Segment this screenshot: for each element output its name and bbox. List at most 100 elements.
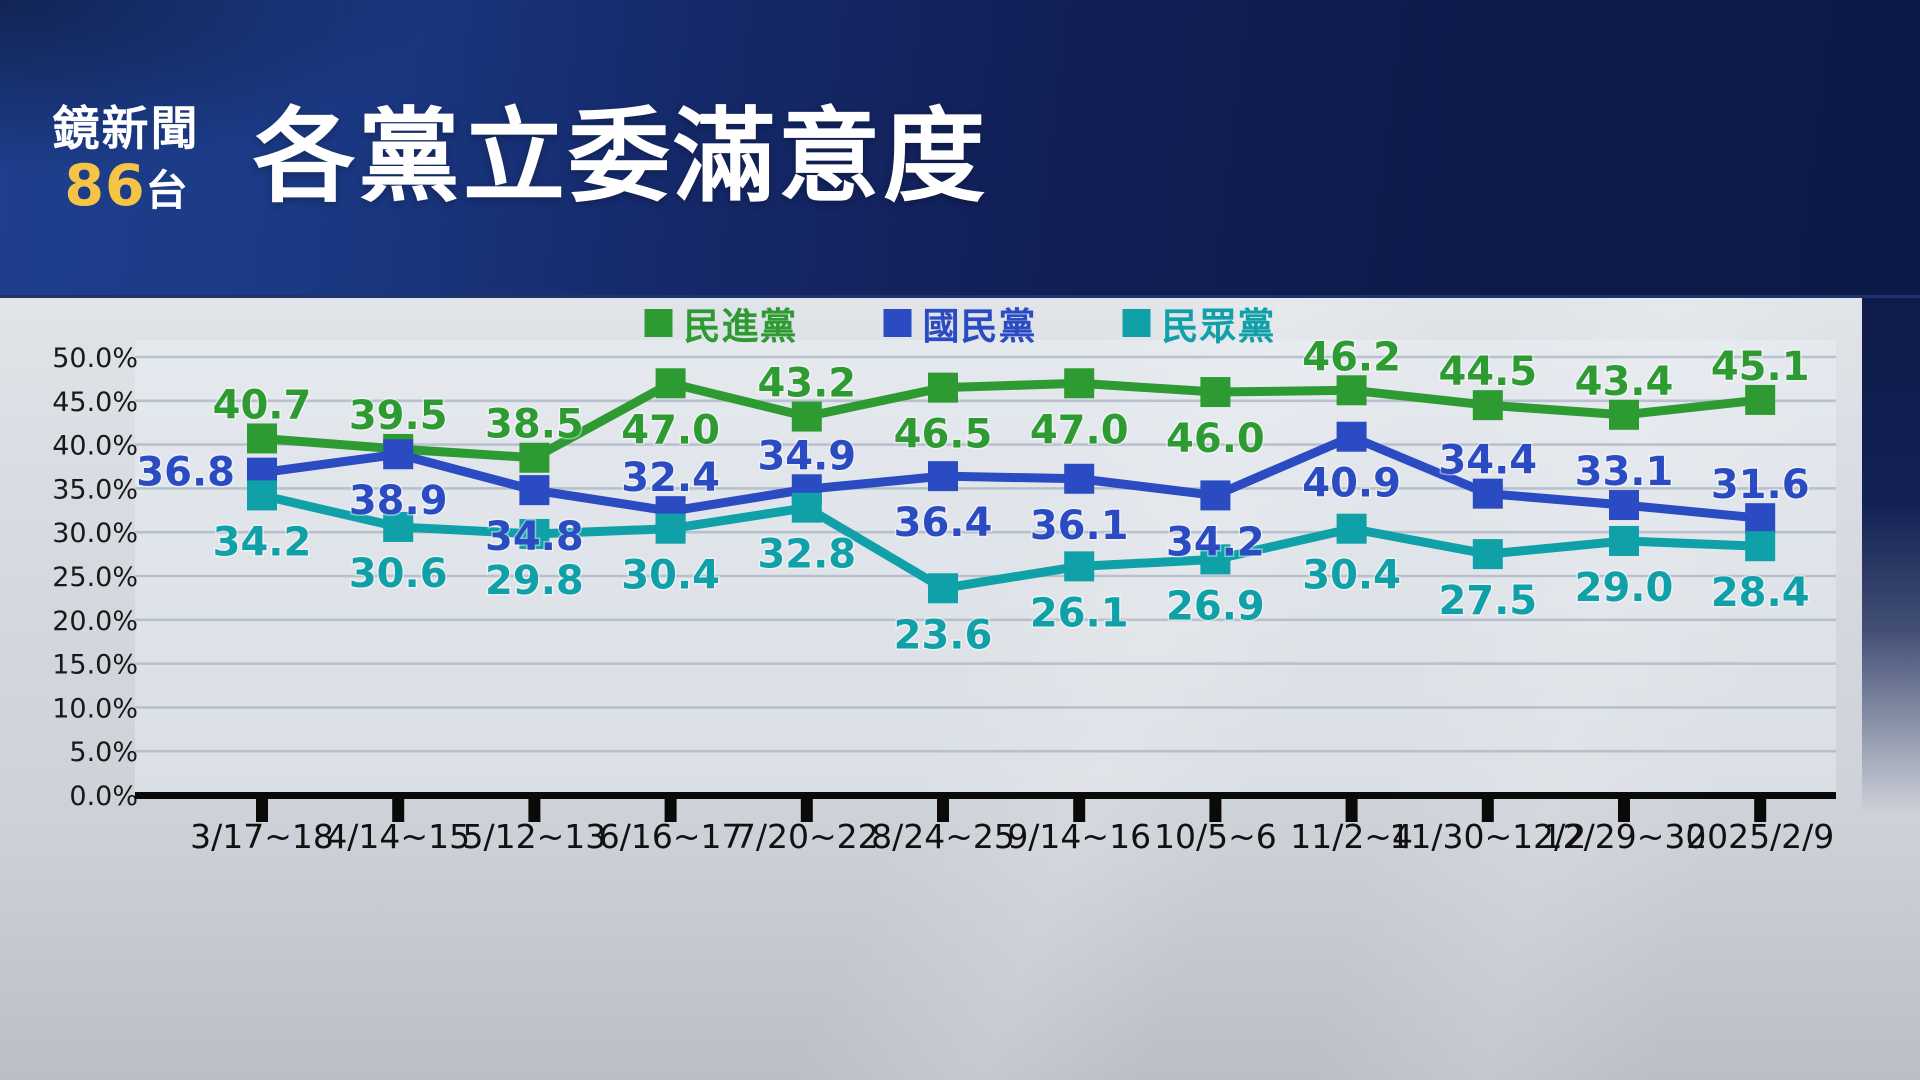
header-banner: 鏡新聞 86 台 各黨立委滿意度: [0, 0, 1920, 298]
right-navy-band: [1862, 293, 1920, 813]
value-label: 29.0: [1575, 565, 1674, 611]
x-axis-label: 9/14~16: [1007, 817, 1151, 856]
series-line-2: [261, 431, 1761, 523]
x-axis-tick: [1209, 798, 1222, 822]
legend-swatch: [883, 309, 912, 337]
data-point: [383, 511, 414, 542]
data-point: [1336, 513, 1367, 544]
value-label: 30.6: [349, 551, 448, 597]
x-axis-line: [135, 792, 1836, 799]
value-label: 36.1: [1030, 503, 1129, 549]
value-label: 39.5: [349, 393, 448, 439]
y-axis-label: 5.0%: [69, 737, 138, 768]
plot-area-background: [135, 340, 1836, 796]
data-point: [383, 439, 414, 470]
legend-label: 民進黨: [683, 305, 798, 348]
value-label: 47.0: [621, 407, 720, 453]
value-label: 23.6: [894, 612, 993, 658]
value-label: 32.8: [757, 532, 856, 578]
x-axis-label: 10/5~6: [1154, 817, 1277, 856]
series-line-1: [261, 378, 1761, 463]
y-axis-label: 40.0%: [52, 431, 138, 462]
page-title: 各黨立委滿意度: [253, 97, 988, 217]
channel-number: 86: [64, 152, 146, 219]
x-axis-label: 6/16~17: [599, 817, 743, 856]
x-axis-tick: [256, 798, 268, 822]
channel-logo: 鏡新聞 86 台: [46, 104, 206, 215]
x-axis-label: 2025/2/9: [1686, 817, 1834, 856]
value-label: 46.5: [894, 412, 993, 458]
y-axis-label: 30.0%: [52, 518, 138, 549]
value-label: 43.4: [1575, 359, 1674, 405]
value-label: 34.9: [757, 433, 856, 479]
data-point: [1609, 525, 1639, 556]
logo-text: 鏡新聞: [52, 102, 200, 157]
value-label: 43.2: [757, 361, 856, 407]
data-point: [928, 372, 958, 403]
data-point: [519, 442, 550, 473]
value-label: 32.4: [621, 455, 720, 501]
data-point: [247, 480, 277, 511]
value-label: 31.6: [1711, 462, 1810, 508]
value-label: 34.2: [213, 519, 312, 565]
data-point: [1745, 503, 1776, 534]
y-axis-label: 0.0%: [69, 781, 138, 812]
data-point: [1745, 384, 1776, 415]
data-point: [1472, 478, 1503, 509]
y-axis-label: 45.0%: [52, 387, 138, 418]
data-point: [1064, 551, 1095, 582]
data-point: [928, 573, 958, 604]
legend-item-2: 國民黨: [883, 296, 1037, 350]
x-axis-label: 11/30~12/2: [1389, 817, 1586, 856]
data-point: [1064, 368, 1095, 399]
value-label: 36.8: [136, 450, 235, 496]
data-point: [791, 492, 822, 523]
y-axis-label: 50.0%: [52, 343, 138, 374]
value-label: 34.4: [1438, 438, 1537, 484]
value-label: 30.4: [621, 553, 720, 599]
value-label: 28.4: [1711, 570, 1810, 616]
x-axis-label: 11/2~4: [1290, 817, 1413, 856]
data-point: [655, 368, 686, 399]
data-point: [1200, 480, 1231, 511]
channel-suffix: 台: [145, 165, 188, 215]
value-label: 38.5: [485, 402, 584, 448]
value-label: 44.5: [1438, 349, 1537, 395]
x-axis-tick: [1618, 798, 1630, 822]
x-axis-tick: [937, 798, 949, 822]
value-label: 47.0: [1030, 407, 1129, 453]
legend-swatch: [1122, 309, 1151, 337]
value-label: 26.1: [1030, 590, 1129, 636]
value-label: 30.4: [1302, 553, 1401, 599]
value-label: 40.9: [1302, 461, 1401, 507]
x-axis-label: 8/24~25: [871, 817, 1015, 856]
value-label: 38.9: [349, 478, 448, 524]
y-axis-label: 20.0%: [52, 606, 138, 637]
data-point: [1200, 544, 1231, 575]
data-point: [1745, 531, 1776, 562]
data-point: [1472, 390, 1503, 421]
data-point: [1472, 539, 1503, 570]
value-label: 45.1: [1711, 344, 1810, 390]
data-point: [1609, 490, 1639, 521]
x-axis-label: 4/14~15: [326, 817, 470, 856]
data-point: [1336, 421, 1367, 452]
data-point: [247, 423, 277, 454]
legend-swatch: [644, 309, 673, 337]
logo-channel: 86 台: [64, 152, 188, 219]
series-line-3: [260, 491, 1761, 593]
legend-label: 國民黨: [922, 305, 1037, 348]
data-point: [1200, 377, 1231, 408]
y-axis-label: 15.0%: [52, 650, 138, 681]
chart-legend: 民進黨 國民黨 民眾黨: [644, 296, 1276, 350]
value-label: 34.8: [485, 514, 584, 560]
value-label: 46.2: [1302, 334, 1401, 380]
legend-label: 民眾黨: [1161, 305, 1276, 348]
value-label: 36.4: [894, 500, 993, 546]
y-axis-label: 10.0%: [52, 693, 138, 724]
x-axis-label: 12/29~30: [1542, 817, 1707, 856]
x-axis-label: 5/12~13: [463, 817, 607, 856]
value-label: 26.9: [1166, 583, 1265, 629]
